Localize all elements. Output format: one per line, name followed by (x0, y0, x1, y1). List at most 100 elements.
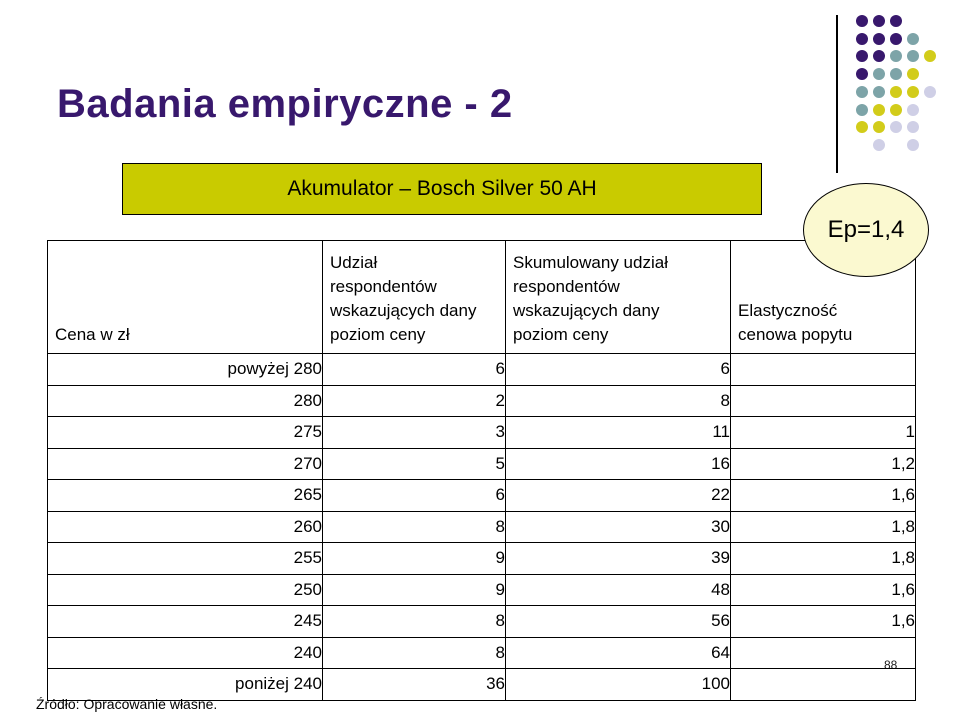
table-row: 275 3 11 1 (47, 416, 916, 449)
decorative-dot (890, 86, 902, 98)
table-cell (730, 384, 916, 417)
elasticity-callout-label: Ep=1,4 (827, 216, 905, 243)
decorative-dot (873, 50, 885, 62)
table-cell (730, 668, 916, 701)
table-row: 260 8 30 1,8 (47, 510, 916, 543)
decorative-dot (873, 15, 885, 27)
decorative-dot (856, 15, 868, 27)
decorative-dot (890, 15, 902, 27)
table-cell: 1,8 (730, 510, 916, 543)
table-cell: 245 (47, 605, 323, 638)
source-note: Źródło: Opracowanie własne. (36, 696, 218, 712)
table-cell: 275 (47, 416, 323, 449)
decorative-dot (907, 139, 919, 151)
table-cell: 8 (322, 605, 506, 638)
decorative-dot (873, 121, 885, 133)
table-header-row: Cena w zł Udział respondentów wskazujący… (47, 240, 916, 354)
table-cell: 64 (505, 636, 731, 669)
decorative-dot (890, 50, 902, 62)
decorative-dot (890, 104, 902, 116)
table-cell: 8 (322, 510, 506, 543)
table-row: 265 6 22 1,6 (47, 479, 916, 512)
table-cell: 30 (505, 510, 731, 543)
table-cell: powyżej 280 (47, 353, 323, 386)
decorative-dot (873, 86, 885, 98)
decorative-dot (873, 139, 885, 151)
decoration-vertical-line (836, 15, 838, 173)
decorative-dot (873, 104, 885, 116)
dot-grid-decoration (856, 15, 946, 160)
table-cell: 6 (322, 479, 506, 512)
table-cell: 1 (730, 416, 916, 449)
table-cell: 270 (47, 447, 323, 480)
table-cell: 39 (505, 542, 731, 575)
table-cell: 11 (505, 416, 731, 449)
table-cell: 1,6 (730, 573, 916, 606)
decorative-dot (907, 50, 919, 62)
table-cell: 6 (505, 353, 731, 386)
table-cell: 5 (322, 447, 506, 480)
decorative-dot (907, 104, 919, 116)
subtitle-banner: Akumulator – Bosch Silver 50 AH (122, 163, 762, 215)
decorative-dot (907, 68, 919, 80)
table-cell: poniżej 240 (47, 668, 323, 701)
table-cell: 16 (505, 447, 731, 480)
header-skumulowany-udzial: Skumulowany udział respondentów wskazują… (505, 240, 731, 354)
table-row: 270 5 16 1,2 (47, 447, 916, 480)
table-cell: 250 (47, 573, 323, 606)
price-elasticity-table: Cena w zł Udział respondentów wskazujący… (47, 240, 916, 701)
header-udzial-respondentow: Udział respondentów wskazujących dany po… (322, 240, 506, 354)
table-cell: 36 (322, 668, 506, 701)
decorative-dot (856, 33, 868, 45)
table-row: powyżej 280 6 6 (47, 353, 916, 386)
table-cell: 1,8 (730, 542, 916, 575)
decorative-dot (873, 33, 885, 45)
page-title: Badania empiryczne - 2 (57, 82, 513, 126)
decorative-dot (856, 86, 868, 98)
decorative-dot (907, 121, 919, 133)
header-cena-w-zl: Cena w zł (47, 240, 323, 354)
table-cell: 56 (505, 605, 731, 638)
subtitle-banner-label: Akumulator – Bosch Silver 50 AH (287, 177, 597, 200)
decorative-dot (873, 68, 885, 80)
decorative-dot (856, 121, 868, 133)
table-row: 250 9 48 1,6 (47, 573, 916, 606)
table-cell: 9 (322, 573, 506, 606)
table-row: poniżej 240 36 100 (47, 668, 916, 701)
decorative-dot (890, 68, 902, 80)
table-cell: 1,6 (730, 479, 916, 512)
decorative-dot (907, 86, 919, 98)
decorative-dot (856, 104, 868, 116)
table-cell: 8 (322, 636, 506, 669)
table-cell: 100 (505, 668, 731, 701)
table-row: 245 8 56 1,6 (47, 605, 916, 638)
decorative-dot (856, 68, 868, 80)
table-cell: 260 (47, 510, 323, 543)
table-row: 240 8 64 (47, 636, 916, 669)
table-cell: 255 (47, 542, 323, 575)
table-cell: 48 (505, 573, 731, 606)
table-cell: 265 (47, 479, 323, 512)
table-cell (730, 353, 916, 386)
table-cell: 8 (505, 384, 731, 417)
decorative-dot (924, 86, 936, 98)
table-cell: 9 (322, 542, 506, 575)
table-cell (730, 636, 916, 669)
decorative-dot (907, 33, 919, 45)
table-cell: 1,2 (730, 447, 916, 480)
table-cell: 2 (322, 384, 506, 417)
table-cell: 240 (47, 636, 323, 669)
decorative-dot (890, 33, 902, 45)
decorative-dot (856, 50, 868, 62)
table-row: 255 9 39 1,8 (47, 542, 916, 575)
decorative-dot (924, 50, 936, 62)
table-cell: 3 (322, 416, 506, 449)
table-cell: 280 (47, 384, 323, 417)
table-cell: 6 (322, 353, 506, 386)
elasticity-callout: Ep=1,4 (803, 183, 929, 277)
table-cell: 1,6 (730, 605, 916, 638)
table-row: 280 2 8 (47, 384, 916, 417)
decorative-dot (890, 121, 902, 133)
table-cell: 22 (505, 479, 731, 512)
